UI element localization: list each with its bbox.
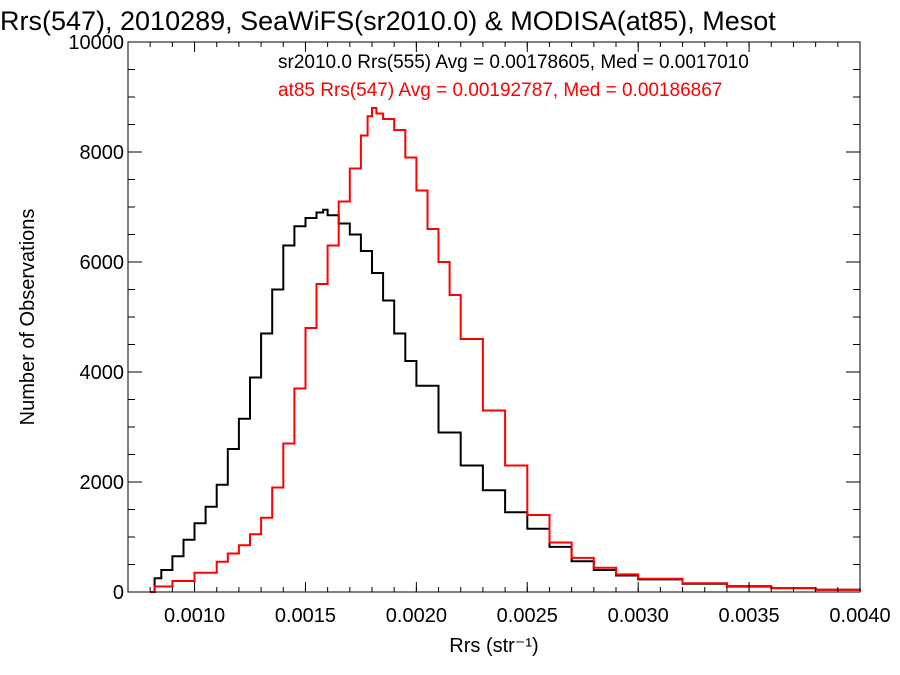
legend-entry-at85: at85 Rrs(547) Avg = 0.00192787, Med = 0.… bbox=[278, 80, 722, 101]
y-tick-label: 0 bbox=[113, 582, 124, 604]
y-tick-label: 4000 bbox=[80, 362, 125, 384]
series-line-1 bbox=[150, 107, 861, 593]
x-tick-label: 0.0020 bbox=[386, 605, 447, 627]
legend-entry-sr2010: sr2010.0 Rrs(555) Avg = 0.00178605, Med … bbox=[278, 52, 749, 73]
y-tick-label: 8000 bbox=[80, 142, 125, 164]
series-line-0 bbox=[150, 208, 861, 593]
x-tick-label: 0.0040 bbox=[829, 605, 890, 627]
x-tick-label: 0.0025 bbox=[497, 605, 558, 627]
y-axis-label: Number of Observations bbox=[17, 209, 39, 426]
axes-frame bbox=[127, 41, 861, 593]
y-tick-label: 2000 bbox=[80, 472, 125, 494]
y-tick-label: 6000 bbox=[80, 252, 125, 274]
x-tick-label: 0.0010 bbox=[164, 605, 225, 627]
x-tick-label: 0.0015 bbox=[275, 605, 336, 627]
x-axis-label: Rrs (str⁻¹) bbox=[449, 635, 538, 657]
x-tick-label: 0.0035 bbox=[719, 605, 780, 627]
plot-area: 0.0010 0.0015 0.0020 0.0025 0.0030 0.0035 0.00… bbox=[68, 32, 890, 627]
chart-title: Rrs(547), 2010289, SeaWiFS(sr2010.0) & M… bbox=[0, 6, 776, 36]
y-tick-label: 10000 bbox=[68, 32, 124, 54]
x-tick-label: 0.0030 bbox=[608, 605, 669, 627]
